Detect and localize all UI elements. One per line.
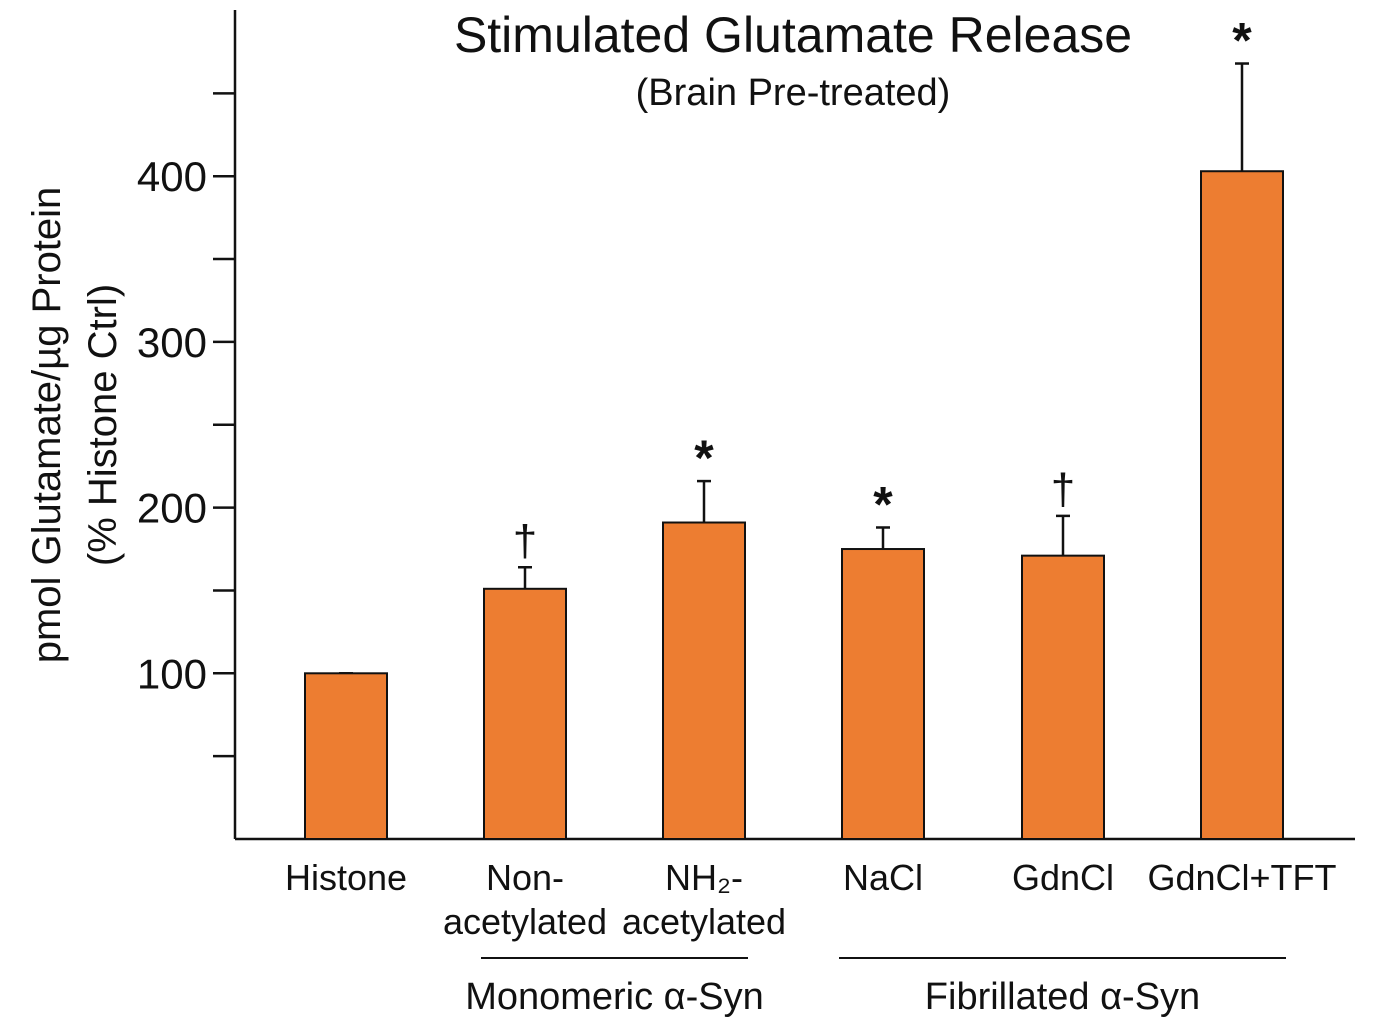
bar [1200,170,1284,840]
bar [304,672,388,840]
significance-marker: † [1051,465,1075,514]
y-tick-label: 400 [137,153,207,200]
bar [841,548,925,841]
x-tick-label: Non- [486,857,564,898]
x-tick-label: GdnCl+TFT [1147,857,1336,898]
x-tick-label: NH₂- [665,857,743,898]
bar [662,521,746,840]
y-tick-label: 300 [137,319,207,366]
y-tick-label: 200 [137,485,207,532]
chart-title: Stimulated Glutamate Release [454,7,1132,63]
group-label: Fibrillated α-Syn [925,976,1200,1018]
significance-marker: † [513,516,537,565]
x-tick-label: acetylated [622,901,786,942]
x-tick-label: GdnCl [1012,857,1114,898]
x-tick-label: acetylated [443,901,607,942]
bar [483,587,567,841]
x-tick-label: NaCl [843,857,923,898]
x-tick-label: Histone [285,857,407,898]
y-tick-label: 100 [137,650,207,697]
y-axis-label: pmol Glutamate/µg Protein [25,187,69,664]
significance-marker: * [694,430,714,486]
bar [1021,554,1105,840]
group-label: Monomeric α-Syn [465,976,764,1018]
significance-marker: * [873,476,893,532]
significance-marker: * [1232,13,1252,69]
chart-subtitle: (Brain Pre-treated) [636,72,951,114]
y-axis-label-line2: (% Histone Ctrl) [81,284,125,566]
